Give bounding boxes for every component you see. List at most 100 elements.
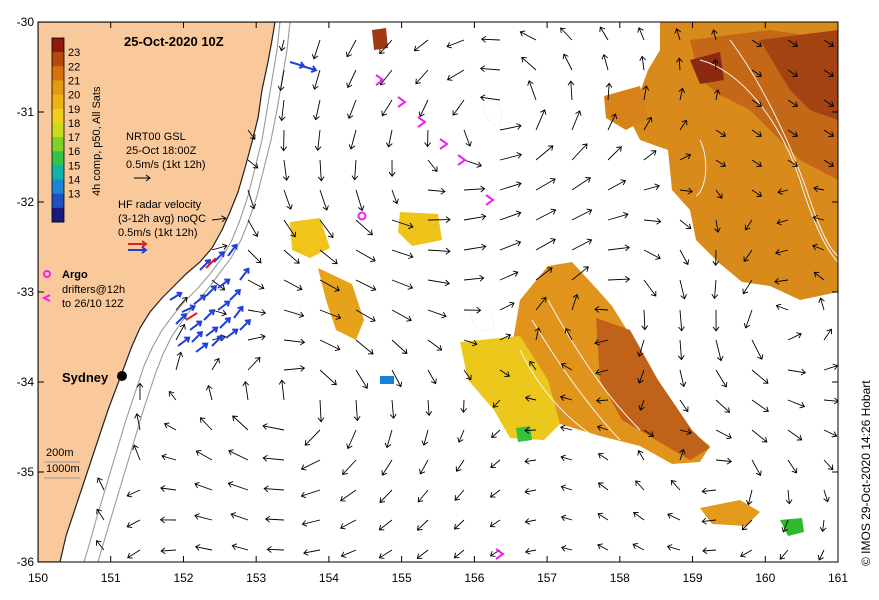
- current-arrow: [596, 424, 609, 431]
- current-arrow: [283, 309, 305, 319]
- current-arrow: [263, 485, 285, 493]
- current-arrow: [283, 219, 296, 238]
- colorbar-tick-label: 18: [68, 118, 80, 130]
- hf-radar-arrow: [227, 243, 238, 257]
- legend-nrt: NRT00 GSL 25-Oct 18:00Z 0.5m/s (1kt 12h): [126, 131, 205, 182]
- current-arrow: [643, 183, 660, 191]
- colorbar-tick-label: 16: [68, 146, 80, 158]
- current-arrow: [168, 390, 177, 401]
- current-arrow: [457, 429, 465, 443]
- x-tick-label: 153: [246, 571, 266, 585]
- current-arrow: [785, 489, 793, 505]
- current-arrow: [247, 159, 259, 169]
- current-arrow: [597, 543, 609, 551]
- current-arrow: [779, 549, 789, 560]
- current-arrow: [678, 309, 685, 332]
- current-arrow: [262, 454, 285, 462]
- current-arrow: [787, 332, 802, 341]
- hf-radar-arrow: [239, 267, 250, 281]
- current-arrow: [413, 39, 429, 52]
- current-arrow: [247, 356, 261, 371]
- current-arrow: [446, 69, 465, 81]
- current-arrow: [776, 218, 789, 226]
- current-arrow: [499, 333, 512, 341]
- current-arrow: [454, 489, 465, 501]
- current-arrow: [264, 515, 285, 523]
- current-arrow: [340, 489, 357, 502]
- current-arrow: [643, 429, 655, 437]
- current-arrow: [175, 296, 188, 311]
- current-arrow: [314, 129, 322, 152]
- current-arrow: [355, 249, 376, 262]
- current-arrow: [560, 424, 573, 432]
- current-arrow: [283, 365, 306, 372]
- current-arrow: [679, 119, 688, 131]
- current-arrow: [194, 513, 213, 521]
- y-tick-label: -31: [17, 105, 35, 119]
- current-arrow: [787, 39, 799, 47]
- current-arrow: [594, 306, 609, 313]
- current-arrow: [499, 240, 522, 251]
- current-arrow: [571, 110, 582, 131]
- current-arrow: [300, 489, 321, 499]
- current-arrow: [560, 454, 573, 462]
- current-arrow: [319, 339, 341, 352]
- current-arrow: [463, 369, 472, 381]
- colorbar-tick-label: 20: [68, 90, 80, 102]
- current-arrow: [278, 379, 286, 401]
- current-arrow: [679, 153, 692, 161]
- legend-depth-1000: 1000m: [46, 463, 80, 475]
- x-tick-label: 157: [537, 571, 557, 585]
- current-arrow: [676, 57, 683, 71]
- current-arrow: [560, 514, 573, 522]
- current-arrow: [160, 547, 177, 555]
- current-arrow: [774, 277, 789, 285]
- colorbar-frame: [51, 37, 65, 223]
- current-arrow: [127, 549, 141, 559]
- current-arrow: [424, 129, 431, 148]
- current-arrow: [463, 306, 482, 314]
- current-arrow: [595, 397, 609, 404]
- legend-radar-title: HF radar velocity: [118, 199, 202, 211]
- current-arrow: [342, 459, 357, 475]
- current-arrow: [819, 519, 827, 533]
- hf-radar-arrow: [205, 326, 219, 337]
- current-arrow: [211, 357, 220, 371]
- hf-radar-arrow: [239, 319, 251, 331]
- current-arrow: [195, 450, 213, 461]
- city-label-sydney: Sydney: [62, 370, 109, 385]
- sst-dark-strip: [760, 30, 838, 120]
- sydney-marker: [117, 371, 127, 381]
- current-arrow: [715, 159, 727, 167]
- current-arrow: [421, 429, 429, 446]
- current-arrow: [231, 543, 249, 551]
- current-arrow: [205, 384, 213, 401]
- current-arrow: [136, 382, 144, 400]
- sst-yellow-mid2: [398, 212, 442, 246]
- current-arrow: [463, 213, 487, 221]
- current-arrow: [427, 279, 451, 287]
- current-arrow: [499, 181, 522, 191]
- current-arrow: [499, 152, 523, 161]
- hf-radar-arrow: [211, 335, 223, 347]
- current-arrow: [741, 519, 753, 531]
- current-arrow: [312, 69, 321, 90]
- colorbar-swatch: [52, 122, 64, 138]
- drifter-chevron: [439, 138, 449, 150]
- current-arrow: [643, 249, 661, 260]
- current-arrow: [417, 489, 429, 503]
- x-tick-label: 152: [173, 571, 193, 585]
- current-arrow: [712, 58, 719, 71]
- y-tick-label: -35: [17, 465, 35, 479]
- colorbar-tick-label: 17: [68, 132, 80, 144]
- current-arrow: [711, 29, 718, 41]
- current-arrow: [743, 309, 753, 329]
- current-arrow: [571, 208, 593, 221]
- current-arrow: [346, 69, 357, 89]
- drifter-chevron: [397, 96, 407, 108]
- current-arrow: [355, 309, 376, 322]
- current-arrow: [775, 249, 789, 256]
- current-arrow: [607, 113, 618, 131]
- current-arrow: [346, 429, 357, 450]
